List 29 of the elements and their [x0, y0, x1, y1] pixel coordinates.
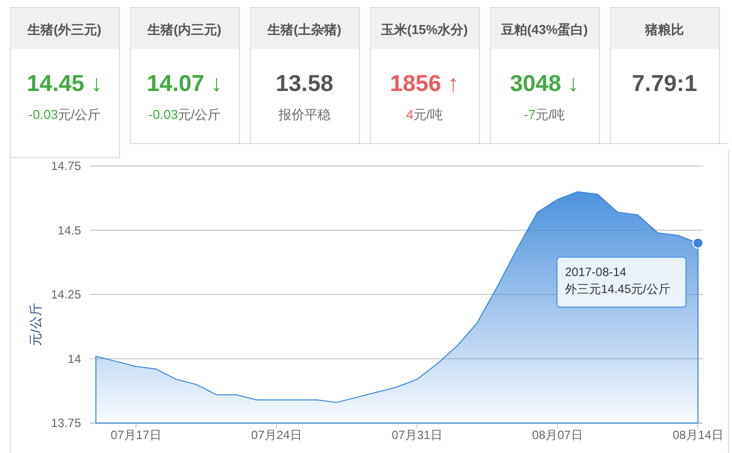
x-tick-label: 07月24日: [251, 428, 302, 442]
y-tick-label: 14: [68, 352, 82, 366]
category-label: 猪粮比: [644, 22, 684, 37]
category-label: 玉米(15%水分): [380, 22, 468, 37]
y-tick-label: 14.75: [50, 159, 82, 173]
y-tick-label: 14.25: [50, 288, 82, 302]
y-tick-label: 14.5: [58, 223, 82, 238]
text: -0.03元/公斤: [28, 107, 101, 122]
category-label: 生猪(外三元): [26, 22, 102, 37]
x-tick-label: 08月07日: [532, 428, 583, 442]
text: 4元/吨: [406, 107, 443, 122]
x-tick-label: 07月17日: [110, 428, 162, 442]
y-axis-title: 元/公斤: [28, 303, 43, 346]
text: 1856 ↑: [390, 70, 460, 96]
text: 13.58: [276, 70, 334, 96]
annotation: 2017-08-14 外三元14.45元/公斤: [564, 265, 670, 296]
category-label: 生猪(内三元): [146, 22, 222, 37]
x-tick-label: 07月31日: [392, 428, 442, 442]
text: 14.07 ↓: [146, 70, 222, 96]
category-label: 豆粕(43%蛋白): [500, 22, 588, 37]
text: -0.03元/公斤: [148, 107, 221, 122]
text: 3048 ↓: [510, 70, 580, 96]
text: -7元/吨: [524, 107, 566, 122]
x-tick-label: 08月14日: [672, 428, 724, 442]
y-tick-label: 13.75: [50, 416, 82, 430]
text: 报价平稳: [278, 107, 330, 122]
category-label: 生猪(土杂猪): [266, 22, 342, 37]
text: 7.79:1: [632, 70, 698, 96]
text: 14.45 ↓: [26, 70, 102, 96]
